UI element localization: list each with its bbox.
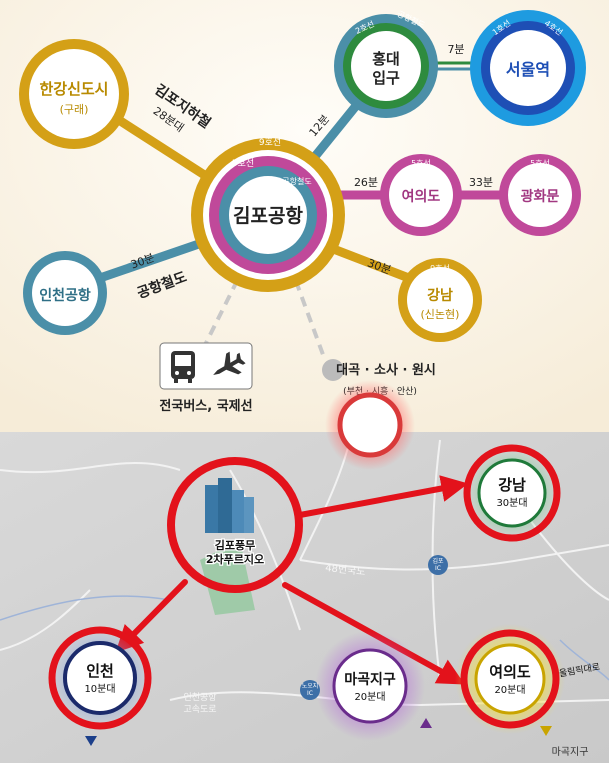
- map-node-top-partial: [325, 380, 415, 470]
- bus-plane-caption: 전국버스, 국제선: [159, 398, 252, 414]
- complex-label2: 2차푸르지오: [206, 552, 264, 566]
- gwanghwamun-label: 광화문: [521, 188, 560, 205]
- bus-icon: [171, 351, 195, 383]
- airport-highway-label-2: 고속도로: [183, 704, 216, 715]
- bus-plane-box: 전국버스, 국제선: [159, 342, 253, 414]
- node-hangang-newtown: 한강신도시 (구래): [19, 39, 129, 149]
- map-yeouido-label: 여의도: [489, 663, 531, 681]
- yeouido-line: 5호선: [411, 159, 431, 168]
- map-incheon-time: 10분대: [84, 683, 115, 695]
- seoul-station-time: 7분: [447, 43, 464, 56]
- node-seoul-station: 서울역 1호선 4호선: [470, 10, 586, 126]
- map-yeouido-time: 20분대: [494, 684, 525, 696]
- map-node-incheon: 인천 10분대: [48, 626, 152, 730]
- gangnam-top-label: 강남: [427, 287, 453, 304]
- hub-ring-5: 5호선: [232, 158, 254, 169]
- magok-bottom-label: 마곡지구: [552, 746, 589, 758]
- gimpo-ic-marker: 김포 IC: [428, 555, 448, 575]
- apartment-icon: [205, 478, 254, 533]
- incheon-airport-line: 공항철도: [50, 263, 79, 273]
- airport-highway-label-1: 인천공항: [183, 692, 216, 703]
- gimpo-ic-label-1: 김포: [432, 558, 444, 565]
- hangang-label: 한강신도시: [39, 80, 108, 98]
- complex-label1: 김포풍무: [215, 539, 255, 552]
- node-gangnam-top: 9호선 강남 (신논현): [398, 258, 482, 342]
- node-gwanghwamun: 5호선 광화문: [499, 154, 581, 236]
- road-48-label: 48번국도: [325, 562, 366, 578]
- green-area: [200, 540, 255, 615]
- gwanghwamun-line: 5호선: [530, 159, 550, 168]
- map-gangnam-time: 30분대: [496, 497, 527, 509]
- gangnam-line: 9호선: [430, 264, 450, 273]
- noonji-ic-label-1: 노오지: [302, 682, 319, 690]
- gangnam-top-sub: (신논현): [421, 308, 460, 321]
- seoul-station-label: 서울역: [506, 60, 550, 79]
- incheon-airport-label: 인천공항: [39, 287, 91, 304]
- hub-gimpo-airport: 김포공항 9호선 5호선 공항철도: [191, 137, 345, 292]
- map-node-yeouido: 여의도 20분대: [455, 624, 565, 734]
- airplane-icon: [213, 351, 246, 375]
- hub-label: 김포공항: [233, 205, 303, 227]
- hub-ring-air: 공항철도: [282, 176, 311, 186]
- node-yeouido: 5호선 여의도: [380, 154, 462, 236]
- map-complex: 김포풍무 2차푸르지오: [167, 457, 303, 593]
- map-roads-blue: [0, 595, 609, 681]
- noonji-ic-marker: 노오지 IC: [300, 680, 320, 700]
- hangang-sub: (구래): [60, 103, 89, 116]
- daegok-label: 대곡 · 소사 · 원시: [336, 362, 436, 378]
- marker-triangle-3: [540, 726, 552, 736]
- yeouido-label: 여의도: [402, 188, 441, 205]
- map-node-magok: 마곡지구 20분대: [315, 631, 425, 741]
- hub-ring-9: 9호선: [259, 137, 281, 148]
- hongdae-label2: 입구: [372, 69, 400, 87]
- gimpo-ic-label-2: IC: [435, 565, 441, 572]
- map-magok-label: 마곡지구: [344, 672, 396, 688]
- map-magok-time: 20분대: [354, 691, 385, 703]
- node-incheon-airport: 공항철도 인천공항: [23, 251, 107, 335]
- marker-triangle-2: [420, 718, 432, 728]
- noonji-ic-label-2: IC: [307, 690, 313, 697]
- marker-triangle-1: [85, 736, 97, 746]
- map-node-gangnam: 강남 30분대: [463, 444, 561, 542]
- map-gangnam-label: 강남: [498, 476, 526, 494]
- map-incheon-label: 인천: [86, 662, 114, 680]
- hongdae-label1: 홍대: [372, 50, 400, 68]
- gwanghwamun-time: 33분: [469, 176, 493, 189]
- yeouido-time: 26분: [354, 176, 378, 189]
